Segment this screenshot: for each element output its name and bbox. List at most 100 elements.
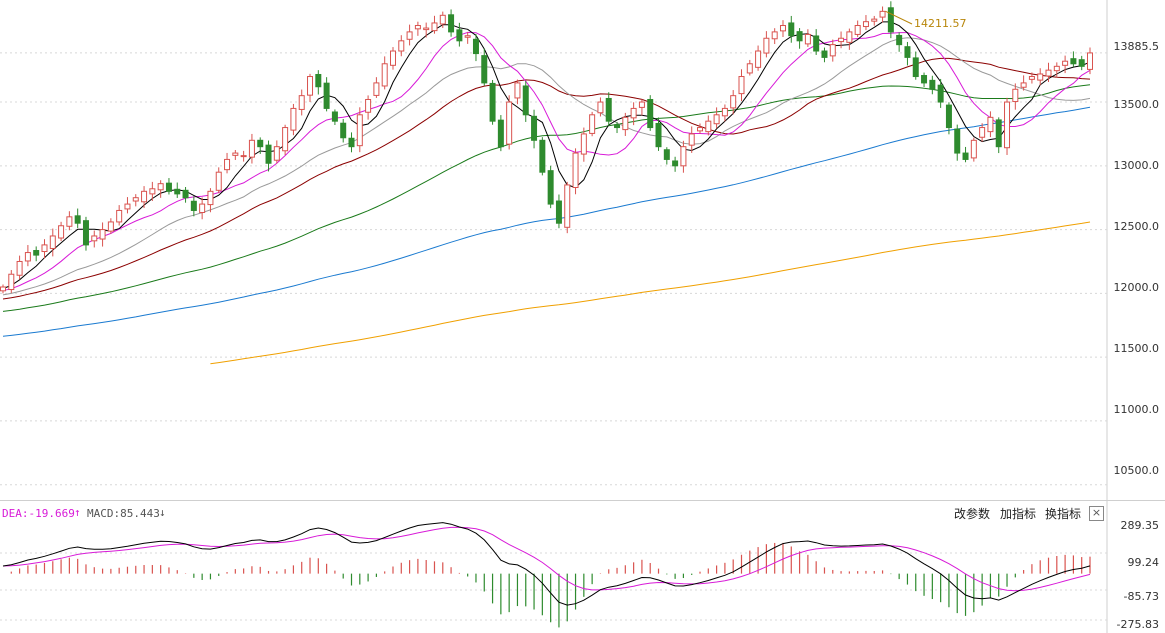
candle-down <box>614 124 621 129</box>
candle-down <box>655 122 662 148</box>
ma120-line <box>2 106 1091 337</box>
y-tick-label: 13000.0 <box>1113 159 1160 172</box>
candle-down <box>796 31 803 42</box>
dea-line <box>2 526 1091 592</box>
candle-up <box>879 10 886 18</box>
candle-down <box>190 200 197 211</box>
candle-up <box>622 116 629 131</box>
candle-down <box>33 250 40 256</box>
candle-up <box>854 25 861 35</box>
candle-up <box>215 171 222 191</box>
candle-up <box>423 27 430 31</box>
candle-down <box>481 55 488 84</box>
candle-up <box>356 114 363 147</box>
candle-up <box>0 286 6 292</box>
candle-down <box>531 115 538 141</box>
macd-y-tick-label: 99.24 <box>1127 556 1160 569</box>
candle-up <box>199 203 206 214</box>
candle-down <box>672 160 679 167</box>
candle-down <box>887 7 894 33</box>
close-icon[interactable]: × <box>1089 506 1104 521</box>
candle-down <box>257 139 264 148</box>
dea-trend-icon: ↑ <box>74 506 81 519</box>
candle-down <box>912 57 919 78</box>
candle-down <box>448 14 455 33</box>
candle-up <box>862 21 869 28</box>
candle-up <box>8 273 15 291</box>
candle-up <box>572 152 579 188</box>
candle-down <box>647 98 654 129</box>
candle-up <box>373 82 380 96</box>
candle-up <box>705 120 712 133</box>
dif-line <box>2 522 1091 606</box>
candle-up <box>240 155 247 158</box>
candle-down <box>954 128 961 154</box>
candle-up <box>755 50 762 68</box>
candle-up <box>829 44 836 57</box>
candle-up <box>838 37 845 43</box>
dea-value: DEA:-19.669 <box>2 507 75 520</box>
candle-down <box>821 50 828 58</box>
candle-up <box>431 22 438 32</box>
candle-down <box>165 182 172 192</box>
y-tick-label: 13500.0 <box>1113 98 1160 111</box>
candle-up <box>738 76 745 95</box>
candle-up <box>697 127 704 132</box>
candle-up <box>41 244 48 253</box>
candle-up <box>746 63 753 74</box>
candle-up <box>464 35 471 38</box>
candle-up <box>149 188 156 195</box>
candle-up <box>439 14 446 25</box>
switch-indicator-button[interactable]: 换指标 <box>1045 507 1082 521</box>
y-tick-label: 11500.0 <box>1113 342 1160 355</box>
candle-up <box>713 114 720 125</box>
candle-up <box>290 107 297 131</box>
candle-up <box>365 98 372 113</box>
candle-up <box>589 114 596 134</box>
ma10-line <box>2 31 1091 292</box>
candle-down <box>788 22 795 37</box>
candle-down <box>945 104 952 129</box>
candle-up <box>207 190 214 206</box>
candle-up <box>132 197 139 202</box>
peak-pointer <box>885 10 913 25</box>
macd-y-tick-label: -85.73 <box>1123 590 1159 603</box>
candle-up <box>282 127 289 152</box>
candle-up <box>157 183 164 191</box>
candle-up <box>16 260 23 276</box>
candle-down <box>497 119 504 148</box>
y-tick-label: 12000.0 <box>1113 281 1160 294</box>
candle-up <box>970 139 977 159</box>
candle-up <box>987 116 994 133</box>
candle-down <box>331 111 338 122</box>
candle-down <box>522 85 529 116</box>
candle-down <box>315 73 322 88</box>
candle-up <box>597 101 604 114</box>
candle-up <box>721 107 728 117</box>
candle-down <box>921 75 928 84</box>
candle-up <box>564 184 571 228</box>
candle-up <box>979 127 986 138</box>
candle-up <box>779 25 786 32</box>
candle-down <box>323 82 330 109</box>
ma30-line <box>2 57 1091 300</box>
candle-up <box>24 252 31 262</box>
candle-down <box>74 215 81 224</box>
macd-y-tick-label: -275.83 <box>1116 618 1159 631</box>
add-indicator-button[interactable]: 加指标 <box>1000 507 1037 521</box>
candle-down <box>929 79 936 90</box>
candle-down <box>663 149 670 160</box>
candle-down <box>937 84 944 103</box>
candle-up <box>1012 88 1019 103</box>
change-params-button[interactable]: 改参数 <box>954 507 991 521</box>
candle-up <box>141 190 148 203</box>
candle-down <box>1078 59 1085 67</box>
macd-value: MACD:85.443 <box>87 507 160 520</box>
candle-up <box>846 31 853 43</box>
candle-up <box>248 139 255 158</box>
candle-up <box>116 209 123 223</box>
candle-down <box>82 220 89 246</box>
candle-down <box>605 97 612 122</box>
candle-up <box>638 101 645 108</box>
